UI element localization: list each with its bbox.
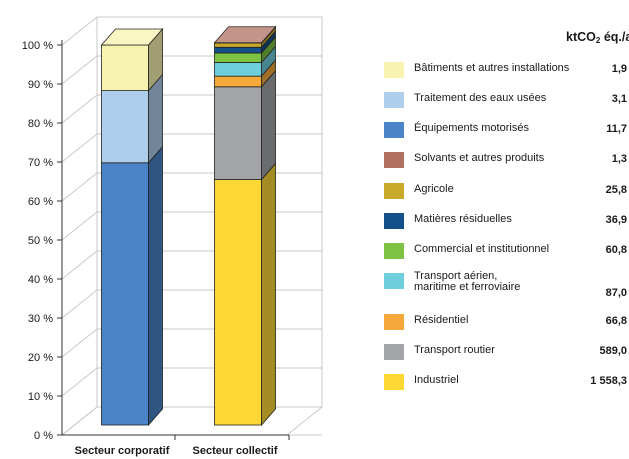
gridline bbox=[61, 328, 322, 358]
bar-segment-front bbox=[214, 46, 262, 54]
legend-swatch bbox=[384, 213, 404, 229]
y-tick-label: 0 % bbox=[34, 430, 53, 442]
legend-item: Industriel 1 558,3 bbox=[384, 374, 629, 390]
legend-item: Transport aérien, maritime et ferroviair… bbox=[384, 271, 629, 299]
legend-item: Équipements motorisés 11,7 bbox=[384, 122, 629, 138]
gridline bbox=[61, 211, 322, 241]
legend-value: 25,8 bbox=[605, 184, 627, 196]
legend-value: 589,0 bbox=[599, 345, 627, 357]
y-tick-label: 80 % bbox=[28, 118, 53, 130]
y-tick-label: 10 % bbox=[28, 391, 53, 403]
legend-label: Solvants et autres produits bbox=[414, 152, 545, 164]
x-category-label: Secteur collectif bbox=[193, 445, 278, 457]
bar-segment-top bbox=[100, 28, 164, 46]
legend-value: 11,7 bbox=[606, 123, 627, 135]
bar-segment-front bbox=[214, 62, 262, 77]
legend-label: Industriel bbox=[414, 374, 459, 386]
legend-value: 3,1 bbox=[611, 93, 627, 105]
legend-item: Commercial et institutionnel 60,8 bbox=[384, 243, 629, 259]
legend-item: Solvants et autres produits 1,3 bbox=[384, 152, 629, 168]
legend-swatch bbox=[384, 183, 404, 199]
gridline bbox=[61, 133, 322, 163]
gridline bbox=[61, 406, 322, 436]
legend-label: Équipements motorisés bbox=[414, 122, 529, 134]
legend-label: Résidentiel bbox=[414, 314, 469, 326]
bar-segment-front bbox=[214, 86, 262, 180]
legend-label: Matières résiduelles bbox=[414, 213, 512, 225]
y-tick-label: 100 % bbox=[22, 40, 53, 52]
legend-item: Traitement des eaux usées 3,1 bbox=[384, 92, 629, 108]
y-tick-label: 20 % bbox=[28, 352, 53, 364]
y-tick-label: 90 % bbox=[28, 79, 53, 91]
bar-segment-front bbox=[101, 44, 149, 91]
legend-value: 36,9 bbox=[605, 214, 627, 226]
legend-value: 1,3 bbox=[611, 153, 627, 165]
bar-segment-front bbox=[214, 42, 262, 48]
gridline bbox=[61, 16, 322, 46]
y-tick-label: 50 % bbox=[28, 235, 53, 247]
legend-label: Traitement des eaux usées bbox=[414, 92, 547, 104]
legend-label: Bâtiments et autres installations bbox=[414, 62, 570, 74]
legend-value: 1,9 bbox=[611, 63, 627, 75]
legend-item: Matières résiduelles 36,9 bbox=[384, 213, 629, 229]
legend-item: Résidentiel 66,8 bbox=[384, 314, 629, 330]
y-tick-label: 40 % bbox=[28, 274, 53, 286]
bar-segment-side bbox=[261, 162, 276, 427]
legend-swatch bbox=[384, 374, 404, 390]
bar-segment-front bbox=[101, 162, 149, 426]
gridline bbox=[61, 250, 322, 280]
bar-segment-front bbox=[214, 179, 262, 426]
legend-unit-label: ktCO2 éq./an bbox=[566, 30, 629, 45]
y-tick-label: 70 % bbox=[28, 157, 53, 169]
chart-legend: ktCO2 éq./an Bâtiments et autres install… bbox=[384, 0, 629, 459]
bar-segment-side bbox=[261, 69, 276, 181]
bar-segment-top bbox=[213, 26, 277, 44]
gridline bbox=[61, 367, 322, 397]
legend-item: Bâtiments et autres installations 1,9 bbox=[384, 62, 629, 78]
legend-value: 87,0 bbox=[605, 287, 627, 299]
legend-label: Agricole bbox=[414, 183, 454, 195]
legend-label: Transport aérien, maritime et ferroviair… bbox=[414, 270, 521, 293]
legend-label: Transport routier bbox=[414, 344, 495, 356]
legend-label: Commercial et institutionnel bbox=[414, 243, 550, 255]
legend-swatch bbox=[384, 273, 404, 289]
bar-segment-front bbox=[214, 75, 262, 88]
legend-item: Transport routier 589,0 bbox=[384, 344, 629, 360]
bar-segment-front bbox=[101, 90, 149, 164]
legend-swatch bbox=[384, 344, 404, 360]
legend-swatch bbox=[384, 243, 404, 259]
y-tick-label: 60 % bbox=[28, 196, 53, 208]
y-tick-label: 30 % bbox=[28, 313, 53, 325]
bar-segment-side bbox=[148, 145, 163, 427]
gridline bbox=[61, 289, 322, 319]
legend-swatch bbox=[384, 314, 404, 330]
gridline bbox=[61, 55, 322, 85]
legend-swatch bbox=[384, 62, 404, 78]
legend-value: 60,8 bbox=[605, 244, 627, 256]
plot-floor-right bbox=[286, 406, 323, 436]
stacked-bar-chart: 0 % 10 % 20 % 30 % 40 % 50 % 60 % 70 % 80 % 90 % 1… bbox=[22, 16, 323, 457]
legend-swatch bbox=[384, 122, 404, 138]
bar-stack bbox=[100, 27, 164, 427]
bar-segment-front bbox=[214, 52, 262, 63]
gridline bbox=[61, 94, 322, 124]
gridline bbox=[61, 172, 322, 202]
legend-swatch bbox=[384, 152, 404, 168]
bar-stack bbox=[213, 25, 277, 427]
legend-item: Agricole 25,8 bbox=[384, 183, 629, 199]
legend-value: 66,8 bbox=[605, 315, 627, 327]
legend-value: 1 558,3 bbox=[590, 375, 627, 387]
legend-swatch bbox=[384, 92, 404, 108]
x-category-label: Secteur corporatif bbox=[75, 445, 170, 457]
